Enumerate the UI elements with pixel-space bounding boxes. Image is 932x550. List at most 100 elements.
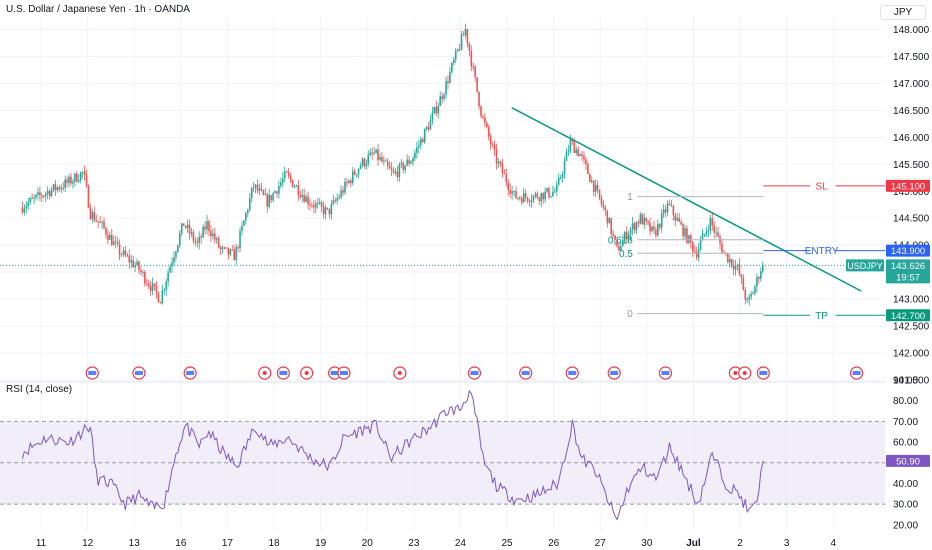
candle-body [66, 179, 68, 183]
candle-body [606, 210, 609, 224]
candle-body [192, 232, 195, 241]
candle-body [598, 189, 601, 199]
candle-body [367, 155, 370, 164]
candle-body [116, 241, 119, 245]
candle-body [272, 193, 274, 201]
candle-body [623, 232, 626, 240]
candle-body [109, 234, 111, 240]
candle-body [581, 154, 583, 156]
candle-body [350, 180, 352, 184]
candle-body [445, 81, 447, 95]
candle-body [305, 196, 307, 202]
candle-body [408, 159, 410, 164]
candle-body [182, 223, 185, 227]
candle-body [149, 286, 152, 291]
candle-body [243, 220, 245, 226]
candle-body [676, 218, 679, 221]
candle-body [213, 233, 216, 240]
candle-body [466, 29, 469, 44]
candle-body [641, 214, 644, 225]
level-badge-entry-bg [886, 244, 930, 257]
candle-body [540, 192, 543, 202]
candle-body [283, 171, 286, 179]
candle-body [419, 139, 422, 146]
candle-body [519, 197, 521, 199]
candle-body [464, 29, 467, 36]
candle-body [596, 184, 599, 190]
candle-body [406, 159, 408, 166]
candle-body [227, 247, 230, 255]
candle-body [717, 232, 719, 237]
candle-body [177, 245, 179, 252]
candle-body [311, 205, 313, 207]
candle-body [589, 174, 591, 182]
rsi-tick-label: 30.00 [893, 500, 918, 511]
candle-body [379, 157, 381, 160]
candle-body [536, 193, 539, 198]
candle-body [620, 246, 622, 251]
candle-body [122, 250, 125, 255]
candle-body [41, 195, 43, 197]
rsi-indicator-label[interactable]: RSI (14, close) [6, 384, 73, 395]
candle-body [758, 276, 760, 279]
candle-body [487, 126, 490, 137]
price-axis[interactable]: 148.000 147.500 147.000 146.500 146.000 145.5… [893, 25, 930, 387]
candle-body [748, 296, 750, 300]
candle-body [701, 233, 704, 241]
candle-body [124, 250, 127, 256]
candle-body [509, 189, 511, 194]
candle-body [326, 207, 329, 209]
candle-body [239, 230, 241, 249]
event-dot-core-icon [742, 371, 747, 375]
candle-body [130, 260, 133, 263]
candle-body [410, 161, 412, 164]
flag-stripe-icon [568, 371, 577, 375]
event-markers[interactable] [85, 366, 864, 380]
candle-body [48, 191, 51, 196]
candle-body [592, 180, 595, 192]
candle-body [571, 139, 574, 142]
candle-body [398, 164, 401, 178]
candle-body [23, 208, 26, 213]
time-axis[interactable]: 11 12 13 16 17 18 19 20 23 24 25 26 27 30 Jul 2 3 4 [36, 538, 837, 549]
candle-body [744, 290, 747, 300]
candle-body [538, 197, 541, 202]
time-tick-label: 26 [548, 538, 560, 549]
candle-body [250, 187, 253, 199]
candle-body [76, 173, 78, 182]
candle-body [643, 217, 646, 225]
candle-body [371, 152, 373, 154]
candle-body [206, 221, 208, 230]
candle-body [425, 127, 428, 130]
flag-stripe-icon [759, 371, 768, 375]
time-tick-label: 11 [36, 538, 47, 549]
candle-body [202, 226, 204, 238]
drawing-overlays[interactable]: 1 0.618 0.5 0 SL ENTRY TP [0, 107, 885, 322]
candle-body [441, 96, 443, 99]
rsi-value-badge: 50.90 [896, 456, 920, 467]
candle-body [70, 176, 72, 184]
candle-body [555, 184, 558, 192]
candle-body [363, 158, 366, 166]
flag-stripe-icon [610, 371, 619, 375]
candle-body [561, 173, 564, 178]
candle-body [528, 200, 531, 203]
currency-button[interactable]: JPY [880, 5, 926, 20]
symbol-title[interactable]: U.S. Dollar / Japanese Yen · 1h · OANDA [6, 4, 190, 15]
flag-stripe-icon [852, 371, 861, 375]
candle-body [128, 255, 131, 263]
candle-body [590, 180, 593, 182]
candle-body [72, 181, 74, 184]
candle-body [524, 193, 527, 198]
candle-body [303, 194, 305, 202]
candle-body [320, 202, 323, 207]
candle-body [491, 144, 494, 146]
candle-body [81, 171, 84, 173]
trendline[interactable] [511, 107, 862, 292]
candle-body [375, 149, 377, 153]
level-badge-sl: 145.100 [891, 181, 925, 192]
candle-body [505, 173, 508, 183]
candle-body [612, 234, 614, 236]
